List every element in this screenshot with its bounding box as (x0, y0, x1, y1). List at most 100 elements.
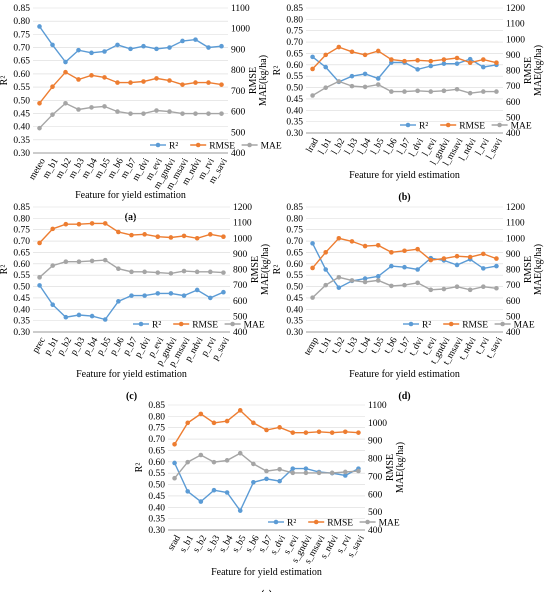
chart-panel-c: 0.300.35 0.400.450.50 0.550.60 0.650.700.75… (0, 203, 271, 402)
data-point-mae (128, 111, 133, 116)
data-point-rmse (349, 49, 355, 55)
right-tick-label: 1100 (233, 219, 252, 229)
legend-label: MAE (244, 321, 265, 331)
left-tick-label: 0.70 (286, 38, 303, 48)
left-tick-label: 0.60 (286, 260, 303, 270)
data-point-rmse (389, 250, 394, 255)
data-point-rmse (310, 265, 315, 271)
legend-label: R² (287, 519, 296, 529)
left-tick-label: 0.40 (13, 305, 30, 315)
x-axis-title: Feature for yield estimation (76, 369, 187, 380)
data-point-mae (277, 466, 282, 472)
data-point-rmse (467, 254, 473, 260)
left-tick-label: 0.50 (286, 283, 303, 293)
right-tick-label: 900 (368, 437, 383, 447)
data-point-mae (349, 83, 355, 89)
data-point-mae (323, 85, 329, 90)
legend-item-r2: R² (403, 321, 431, 331)
data-point-mae (155, 270, 161, 275)
data-point-rmse (454, 253, 460, 259)
data-point-mae (310, 295, 315, 300)
data-point-r2 (172, 460, 177, 466)
left-tick-label: 0.45 (286, 95, 303, 105)
x-tick-label: l_b3 (343, 137, 360, 157)
data-point-mae (221, 270, 226, 275)
x-tick-label: l_b1 (317, 137, 334, 157)
legend-marker (138, 321, 144, 327)
data-point-rmse (428, 58, 434, 64)
legend-label: RMSE (459, 122, 485, 132)
data-point-mae (362, 279, 368, 285)
data-point-mae (428, 89, 434, 94)
data-point-mae (194, 269, 200, 275)
left-tick-label: 0.60 (148, 458, 165, 468)
left-tick-label: 0.40 (286, 106, 303, 116)
legend-marker (178, 321, 184, 327)
data-point-rmse (251, 420, 256, 426)
left-tick-label: 0.60 (13, 70, 30, 80)
data-point-rmse (264, 427, 269, 433)
panel-label: (a) (125, 212, 137, 223)
left-tick-label: 0.30 (286, 129, 303, 139)
data-point-mae (415, 280, 420, 286)
data-point-rmse (37, 100, 42, 106)
right-tick-label: 500 (506, 113, 521, 123)
data-point-r2 (415, 267, 420, 272)
data-point-r2 (454, 61, 460, 66)
y-axis-title-left: R² (272, 66, 283, 76)
left-tick-label: 0.40 (13, 123, 30, 133)
left-tick-label: 0.65 (13, 57, 30, 67)
right-tick-label: 800 (231, 66, 246, 76)
left-tick-label: 0.85 (13, 4, 30, 14)
data-point-mae (310, 93, 315, 98)
legend-marker (313, 519, 319, 525)
data-point-rmse (185, 420, 190, 426)
right-tick-label: 1100 (231, 4, 250, 14)
data-point-r2 (454, 262, 460, 268)
data-point-rmse (50, 84, 55, 90)
data-point-r2 (402, 264, 407, 270)
data-point-r2 (481, 266, 486, 271)
data-point-r2 (277, 478, 282, 484)
right-tick-label: 1200 (506, 203, 525, 213)
legend-item-rmse: RMSE (190, 142, 235, 152)
data-point-mae (208, 269, 213, 275)
data-point-rmse (167, 78, 172, 83)
data-point-mae (402, 89, 407, 94)
legend-marker (445, 122, 451, 128)
left-tick-label: 0.70 (148, 435, 165, 445)
data-point-r2 (76, 47, 81, 53)
data-point-mae (303, 470, 309, 476)
y-axis-title-left: R² (0, 265, 10, 275)
legend-item-mae: MAE (491, 122, 532, 132)
data-point-rmse (172, 441, 177, 447)
right-tick-label: 1200 (506, 4, 525, 14)
data-point-r2 (323, 64, 329, 70)
data-point-rmse (362, 243, 368, 249)
left-tick-label: 0.75 (13, 30, 30, 40)
left-tick-label: 0.65 (286, 248, 303, 258)
left-tick-label: 0.80 (13, 214, 30, 224)
legend-item-r2: R² (133, 321, 161, 331)
data-point-mae (415, 88, 420, 94)
data-point-r2 (441, 61, 447, 66)
series-line-rmse (312, 237, 497, 269)
data-point-rmse (211, 420, 217, 426)
data-point-rmse (290, 430, 296, 435)
data-point-mae (141, 111, 146, 116)
legend-label: MAE (514, 321, 535, 331)
legend-item-mae: MAE (359, 519, 400, 529)
left-tick-label: 0.55 (13, 83, 30, 93)
data-point-r2 (323, 267, 329, 272)
right-tick-label: 400 (233, 328, 248, 338)
data-point-mae (316, 470, 322, 476)
data-point-mae (336, 79, 342, 84)
x-tick-label: t_b5 (369, 336, 386, 356)
data-point-rmse (76, 221, 82, 227)
right-tick-label: 600 (506, 98, 521, 108)
right-tick-label: 500 (233, 312, 248, 322)
right-tick-label: 400 (231, 149, 246, 159)
data-point-rmse (180, 82, 185, 87)
left-tick-label: 0.75 (286, 27, 303, 37)
data-point-rmse (362, 52, 368, 58)
